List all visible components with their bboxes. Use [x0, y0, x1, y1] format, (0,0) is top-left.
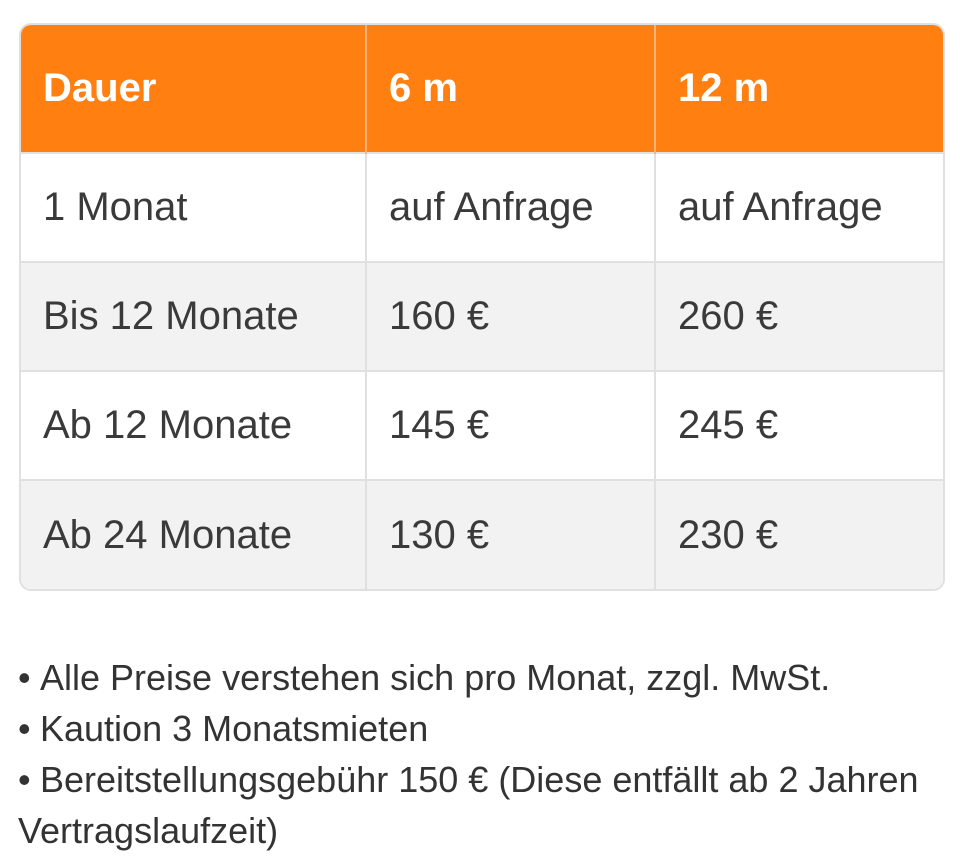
list-item: • Bereitstellungsgebühr 150 € (Diese entf…	[18, 754, 948, 856]
note-text: Kaution 3 Monatsmieten	[40, 708, 429, 749]
list-item: • Alle Preise verstehen sich pro Monat, z…	[18, 652, 948, 703]
bullet: •	[18, 708, 31, 749]
table-row: Bis 12 Monate 160 € 260 €	[21, 261, 943, 371]
table-row: 1 Monat auf Anfrage auf Anfrage	[21, 152, 943, 262]
cell-duration: Bis 12 Monate	[21, 261, 366, 371]
table-row: Ab 24 Monate 130 € 230 €	[21, 479, 943, 589]
list-item: • Kaution 3 Monatsmieten	[18, 703, 948, 754]
cell-price-12m: 260 €	[654, 261, 943, 371]
header-duration: Dauer	[21, 25, 366, 153]
note-text: Bereitstellungsgebühr 150 € (Diese entfä…	[18, 759, 919, 851]
price-notes-list: • Alle Preise verstehen sich pro Monat, z…	[18, 652, 948, 856]
price-table: Dauer 6 m 12 m 1 Monat auf Anfrage auf A…	[19, 23, 945, 591]
table-row: Ab 12 Monate 145 € 245 €	[21, 370, 943, 480]
cell-price-12m: 230 €	[654, 479, 943, 589]
pricing-table: Dauer 6 m 12 m 1 Monat auf Anfrage auf A…	[21, 25, 943, 589]
note-text: Alle Preise verstehen sich pro Monat, zz…	[40, 657, 831, 698]
cell-price-6m: auf Anfrage	[365, 152, 655, 262]
cell-price-12m: 245 €	[654, 370, 943, 480]
bullet: •	[18, 759, 31, 800]
cell-price-12m: auf Anfrage	[654, 152, 943, 262]
cell-duration: Ab 12 Monate	[21, 370, 366, 480]
cell-duration: Ab 24 Monate	[21, 479, 366, 589]
bullet: •	[18, 657, 31, 698]
header-6m: 6 m	[365, 25, 655, 153]
table-header-row: Dauer 6 m 12 m	[21, 25, 943, 153]
cell-duration: 1 Monat	[21, 152, 366, 262]
cell-price-6m: 160 €	[365, 261, 655, 371]
cell-price-6m: 145 €	[365, 370, 655, 480]
cell-price-6m: 130 €	[365, 479, 655, 589]
header-12m: 12 m	[654, 25, 943, 153]
